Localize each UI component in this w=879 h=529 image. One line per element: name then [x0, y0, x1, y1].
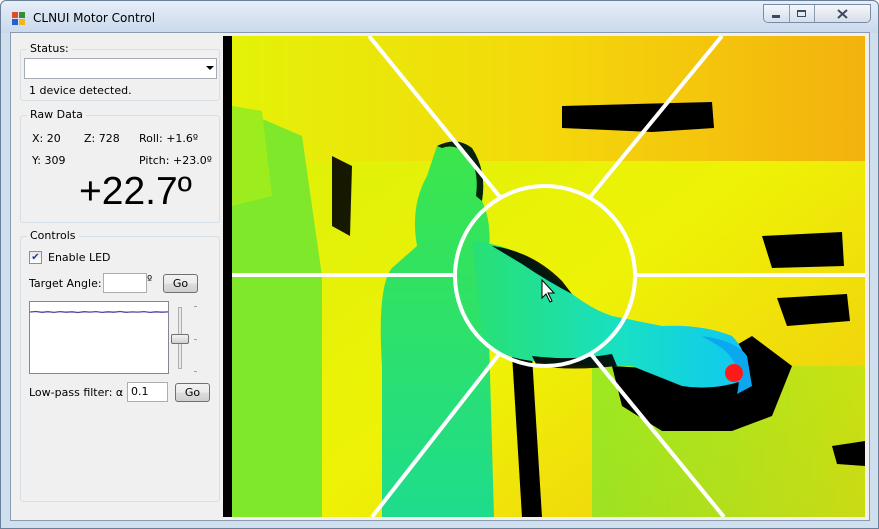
- minimize-icon: [772, 15, 781, 18]
- title-bar[interactable]: CLNUI Motor Control: [1, 1, 878, 33]
- window-title: CLNUI Motor Control: [33, 11, 156, 25]
- slider-tick: [194, 339, 197, 340]
- roll-value: Roll: +1.6º: [139, 132, 199, 145]
- status-message: 1 device detected.: [29, 84, 132, 97]
- raw-data-group: Raw Data X: 20 Z: 728 Roll: +1.6º Y: 309…: [20, 108, 220, 223]
- app-icon: [12, 12, 26, 26]
- mouse-cursor-icon: [541, 278, 556, 303]
- z-value: Z: 728: [84, 132, 120, 145]
- close-icon: [837, 8, 848, 19]
- window-controls: [763, 4, 871, 23]
- close-button[interactable]: [815, 5, 870, 22]
- angle-display: +22.7º: [79, 170, 192, 213]
- filter-go-button[interactable]: Go: [175, 383, 210, 402]
- minimize-button[interactable]: [764, 5, 790, 22]
- filter-alpha-input[interactable]: 0.1: [127, 382, 168, 402]
- maximize-icon: [797, 10, 807, 17]
- depth-image: [232, 36, 865, 517]
- device-combobox[interactable]: [24, 58, 217, 79]
- raw-data-group-title: Raw Data: [27, 108, 86, 121]
- depth-camera-view[interactable]: [223, 36, 865, 517]
- status-group: Status: 1 device detected.: [20, 42, 220, 101]
- slider-tick: [194, 306, 197, 307]
- status-group-title: Status:: [27, 42, 72, 55]
- accelerometer-plot: [29, 301, 169, 374]
- chevron-down-icon: [206, 66, 214, 70]
- checkmark-icon: ✔: [31, 251, 40, 263]
- pitch-value: Pitch: +23.0º: [139, 154, 212, 167]
- controls-group: Controls ✔ Enable LED Target Angle: º Go…: [20, 229, 220, 502]
- filter-label: Low-pass filter: α =: [29, 386, 136, 399]
- controls-group-title: Controls: [27, 229, 79, 242]
- degree-symbol: º: [147, 273, 153, 286]
- x-value: X: 20: [32, 132, 61, 145]
- maximize-button[interactable]: [789, 5, 816, 22]
- angle-slider-thumb[interactable]: [171, 334, 189, 344]
- tracking-marker: [725, 364, 743, 382]
- target-angle-label: Target Angle:: [29, 277, 102, 290]
- enable-led-checkbox[interactable]: ✔: [29, 251, 42, 264]
- enable-led-label: Enable LED: [48, 251, 111, 264]
- target-angle-go-button[interactable]: Go: [163, 274, 198, 293]
- y-value: Y: 309: [32, 154, 66, 167]
- slider-tick: [194, 371, 197, 372]
- target-angle-input[interactable]: [103, 273, 147, 293]
